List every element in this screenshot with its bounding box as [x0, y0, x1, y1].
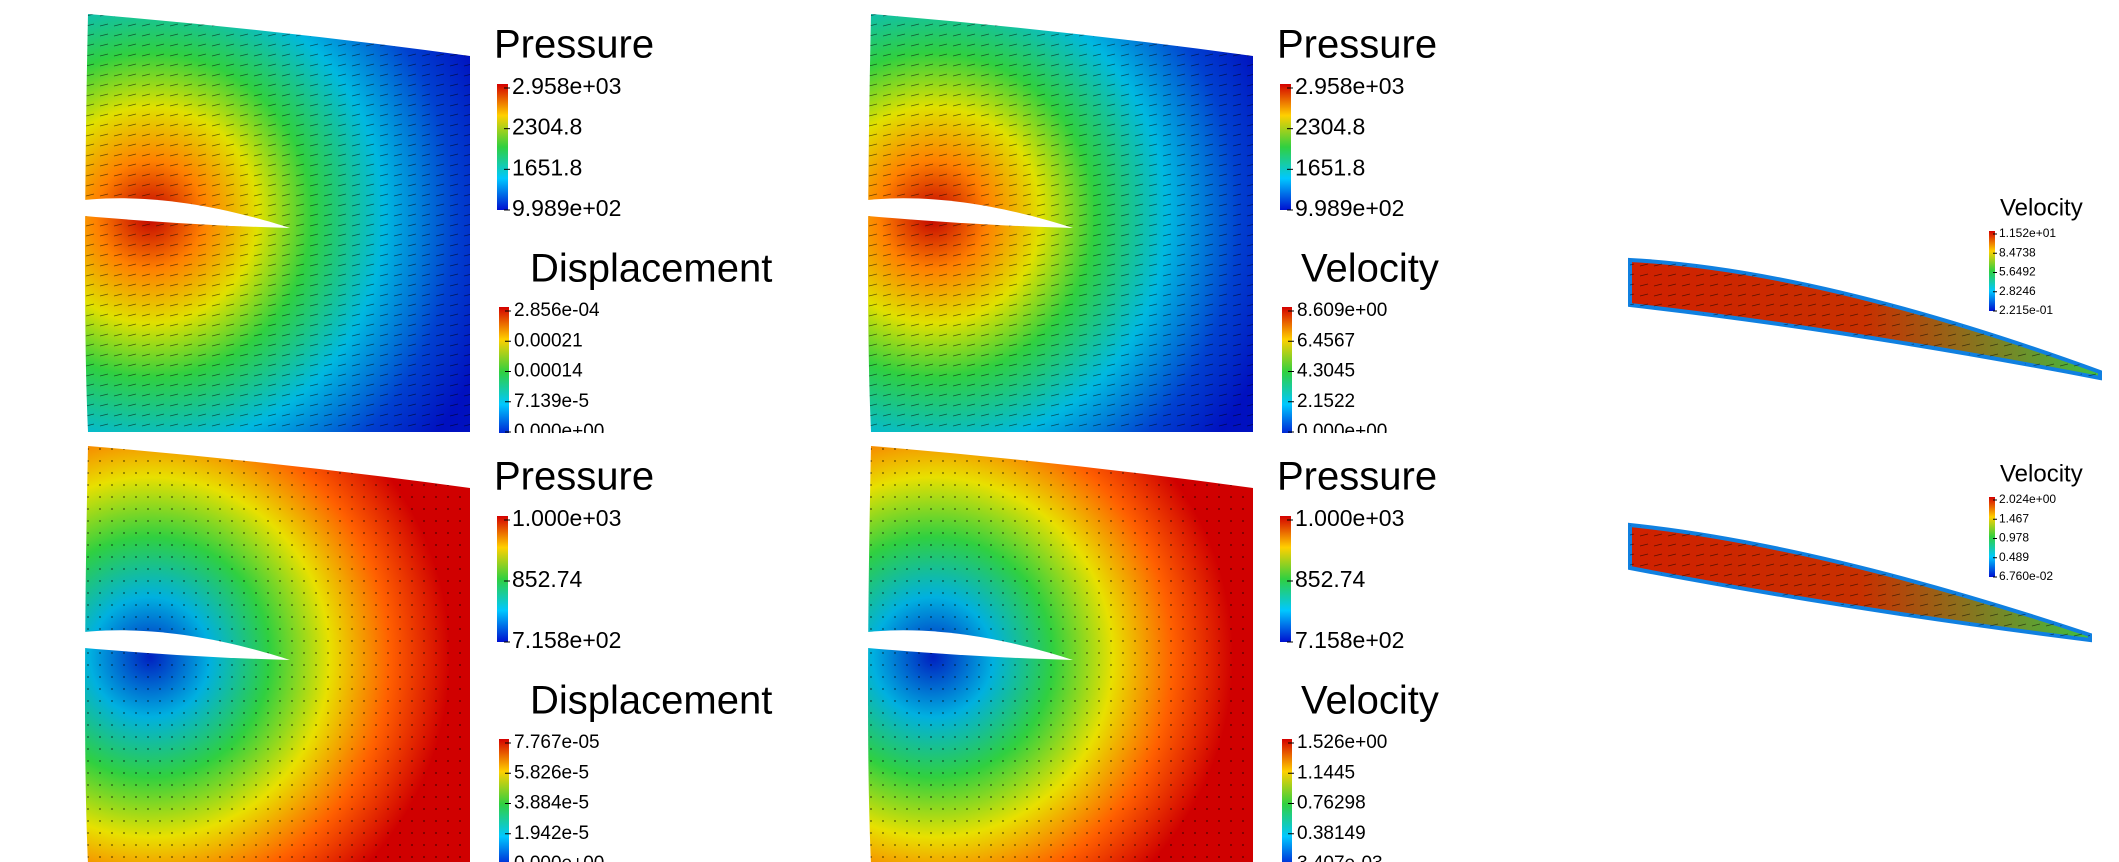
legend-label: 2.8246: [1999, 284, 2036, 298]
legend-label: 0.00014: [514, 361, 583, 382]
legend-label: 0.489: [1999, 550, 2029, 564]
legend-label: 2304.8: [1295, 114, 1365, 140]
legend-label: 852.74: [512, 566, 583, 592]
legend-label: 4.3045: [1297, 361, 1355, 382]
legend-label: 6.4567: [1297, 330, 1355, 351]
legends: Pressure 1.000e+03 852.74 7.158e+02 Velocity…: [1277, 455, 1439, 862]
legend-label: 852.74: [1295, 566, 1366, 592]
legend-label: 3.884e-5: [514, 793, 589, 814]
color-bar: [499, 739, 509, 862]
legend-label: 1.942e-5: [514, 823, 589, 844]
legend-title: Displacement: [530, 679, 772, 723]
color-bar: [1989, 497, 1995, 577]
legend-title: Velocity: [1301, 679, 1439, 723]
legend-label: 1.152e+01: [1999, 226, 2056, 240]
legend-label: 3.407e-03: [1297, 853, 1383, 862]
legends: Pressure 2.958e+03 2304.8 1651.8 9.989e+02 Ve…: [1277, 23, 1439, 442]
legend-label: 5.6492: [1999, 265, 2036, 279]
legend-label: 2.1522: [1297, 391, 1355, 412]
legend-label: 1.1445: [1297, 762, 1355, 783]
figure: Pressure 2.958e+03 2304.8 1651.8 9.989e+02 Di…: [0, 0, 2119, 862]
legend-label: 2.958e+03: [512, 73, 621, 99]
legend-title: Velocity: [2000, 194, 2083, 221]
legend-label: 2.958e+03: [1295, 73, 1404, 99]
legend-label: 2.024e+00: [1999, 492, 2056, 506]
legend-label: 1.000e+03: [512, 505, 621, 531]
legend-title: Velocity: [1301, 247, 1439, 291]
color-bar: [497, 516, 508, 642]
legend-label: 9.989e+02: [1295, 195, 1404, 221]
legend-label: 0.978: [1999, 531, 2029, 545]
panel: Pressure 2.958e+03 2304.8 1651.8 9.989e+02 Di…: [62, 14, 772, 442]
vector-glyphs: [868, 14, 1253, 432]
legend-label: 1.467: [1999, 511, 2029, 525]
panel: Velocity 2.024e+00 1.467 0.978 0.489 6.760e-0…: [1630, 460, 2090, 640]
legend-label: 8.4738: [1999, 245, 2036, 259]
legend-label: 0.000e+00: [514, 421, 604, 442]
legend-label: 1651.8: [1295, 154, 1365, 180]
legend-label: 0.00021: [514, 330, 583, 351]
color-bar: [1282, 739, 1292, 862]
legend-label: 0.76298: [1297, 793, 1366, 814]
panel: Pressure 1.000e+03 852.74 7.158e+02 Velocity…: [845, 446, 1439, 862]
color-bar: [1280, 84, 1291, 210]
legend-label: 2.215e-01: [1999, 303, 2053, 317]
panel: Velocity 1.152e+01 8.4738 5.6492 2.8246 2.215…: [1630, 194, 2100, 378]
legend-title: Displacement: [530, 247, 772, 291]
legend-label: 1.000e+03: [1295, 505, 1404, 531]
color-bar: [1989, 231, 1995, 311]
legend-label: 2.856e-04: [514, 300, 600, 321]
legend-label: 7.139e-5: [514, 391, 589, 412]
legend-label: 1.526e+00: [1297, 732, 1387, 753]
legend-title: Pressure: [494, 455, 654, 499]
legend-label: 0.38149: [1297, 823, 1366, 844]
legends: Pressure 2.958e+03 2304.8 1651.8 9.989e+02 Di…: [494, 23, 772, 442]
legend-title: Pressure: [1277, 455, 1437, 499]
color-bar: [497, 84, 508, 210]
color-bar: [1280, 516, 1291, 642]
panel: Pressure 1.000e+03 852.74 7.158e+02 Displace…: [62, 446, 772, 862]
legend-label: 6.760e-02: [1999, 569, 2053, 583]
legend-label: 9.989e+02: [512, 195, 621, 221]
panel: Pressure 2.958e+03 2304.8 1651.8 9.989e+02 Ve…: [845, 14, 1439, 442]
legend-title: Pressure: [1277, 23, 1437, 67]
legend-title: Pressure: [494, 23, 654, 67]
legend-label: 0.000e+00: [514, 853, 604, 862]
legend-label: 7.158e+02: [1295, 627, 1404, 653]
vector-glyphs: [868, 446, 1253, 862]
legend-label: 8.609e+00: [1297, 300, 1387, 321]
legend-label: 2304.8: [512, 114, 582, 140]
legends: Pressure 1.000e+03 852.74 7.158e+02 Displace…: [494, 455, 772, 862]
vector-glyphs: [85, 446, 470, 862]
legend-label: 7.767e-05: [514, 732, 600, 753]
legend-label: 0.000e+00: [1297, 421, 1387, 442]
vector-glyphs: [85, 14, 470, 432]
legend-label: 5.826e-5: [514, 762, 589, 783]
legend-label: 1651.8: [512, 154, 582, 180]
legend-title: Velocity: [2000, 460, 2083, 487]
legend-label: 7.158e+02: [512, 627, 621, 653]
